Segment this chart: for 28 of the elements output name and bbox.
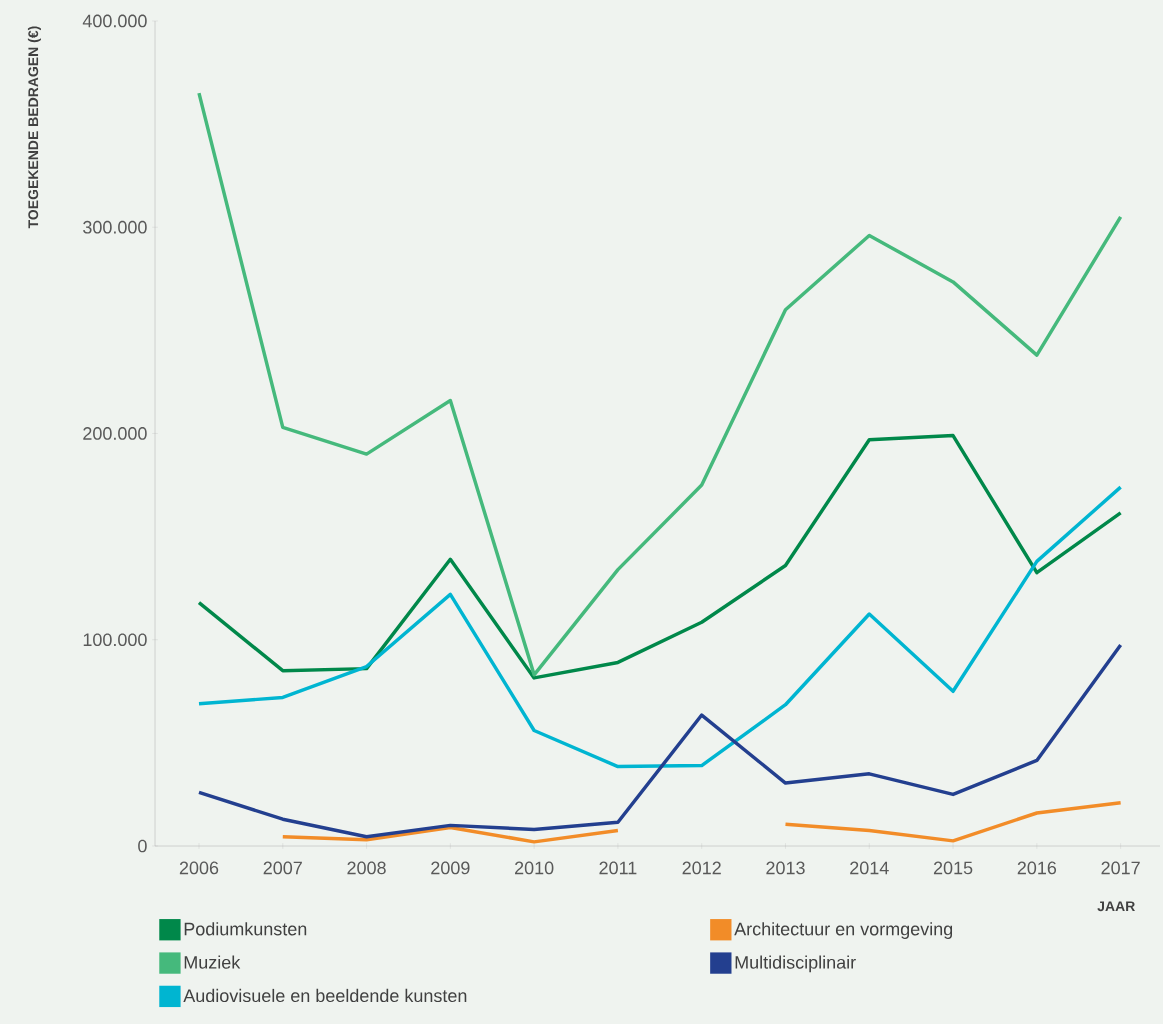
x-tick-label: 2014 <box>850 861 889 875</box>
x-tick-label: 2011 <box>599 861 637 875</box>
y-tick-label: 0 <box>138 839 147 853</box>
x-tick-label: 2012 <box>682 861 721 875</box>
x-tick-label: 2006 <box>179 861 219 875</box>
legend-label: Multidisciplinair <box>735 955 856 973</box>
x-tick-label: 2009 <box>431 861 470 875</box>
legend-label: Audiovisuele en beeldende kunsten <box>183 988 467 1003</box>
y-axis-title: TOEGEKENDE BEDRAGEN (€) <box>27 26 41 229</box>
line-series <box>197 643 1123 839</box>
line-series <box>197 91 1123 677</box>
x-tick-label: 2015 <box>933 861 973 875</box>
x-tick-label: 2008 <box>347 861 386 875</box>
y-tick-label: 300.000 <box>83 220 147 234</box>
x-axis-title: JAAR <box>1097 901 1135 912</box>
x-tick-label: 2007 <box>263 861 302 875</box>
legend-label: Podiumkunsten <box>184 922 307 936</box>
legend-label: Muziek <box>184 955 241 969</box>
x-tick-label: 2016 <box>1017 861 1057 875</box>
line-series <box>197 433 1123 680</box>
y-tick-label: 200.000 <box>83 427 147 440</box>
x-tick-label: 2017 <box>1101 861 1140 875</box>
y-tick-label: 100.000 <box>83 633 147 647</box>
y-tick-label: 400.000 <box>82 14 147 28</box>
x-tick-label: 2013 <box>766 861 805 875</box>
line-series <box>197 485 1123 769</box>
legend-label: Architectuur en vormgeving <box>734 922 953 939</box>
x-tick-label: 2010 <box>515 861 554 875</box>
